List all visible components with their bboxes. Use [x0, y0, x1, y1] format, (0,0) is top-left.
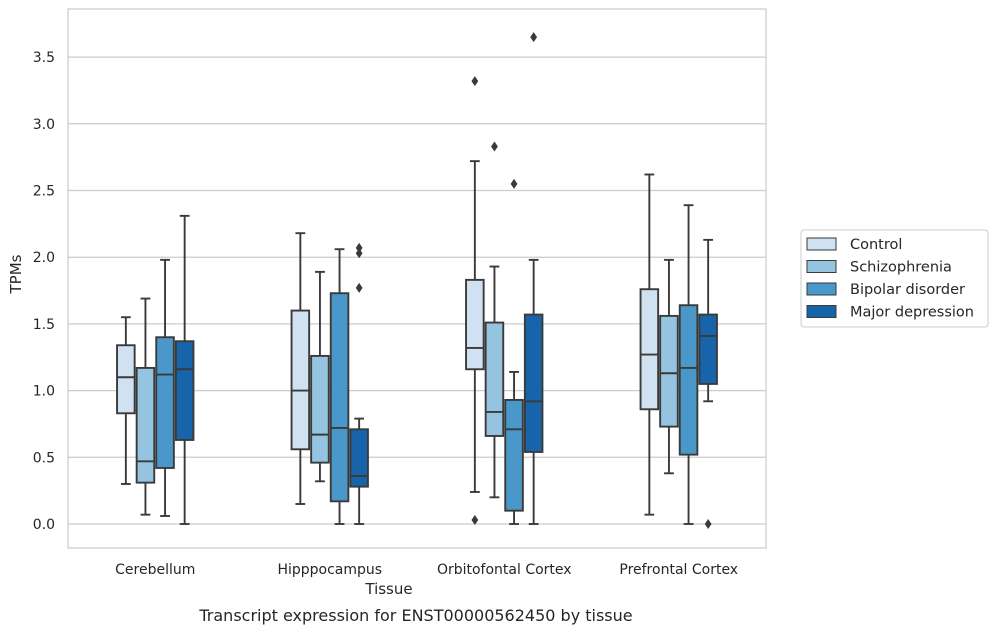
- box-iqr: [504, 398, 524, 512]
- boxes: [116, 32, 718, 529]
- box-iqr: [116, 344, 136, 415]
- outlier-point: [471, 76, 479, 87]
- box-iqr: [698, 313, 718, 385]
- box-3-2: [678, 204, 699, 525]
- legend-label: Bipolar disorder: [850, 282, 965, 298]
- box-0-2: [155, 258, 175, 517]
- chart-caption: Transcript expression for ENST0000056245…: [198, 606, 632, 625]
- y-tick-label: 3.5: [33, 50, 55, 66]
- outlier-point: [471, 514, 479, 525]
- legend-frame: [800, 229, 989, 328]
- box-1-2: [329, 248, 350, 525]
- box-iqr: [484, 321, 505, 437]
- box-iqr: [465, 278, 485, 371]
- y-tick-label: 0.0: [33, 517, 55, 533]
- legend-swatch: [806, 305, 837, 318]
- legend-swatch: [806, 237, 837, 251]
- box-iqr: [290, 309, 311, 451]
- box-iqr: [155, 336, 175, 469]
- box-0-1: [135, 297, 156, 516]
- box-0-0: [116, 316, 136, 485]
- y-tick-label: 3.0: [33, 117, 55, 133]
- box-3-0: [639, 173, 660, 516]
- box-iqr: [135, 366, 156, 484]
- box-3-3: [698, 238, 718, 529]
- x-tick-label: Cerebellum: [115, 562, 195, 578]
- x-tick-labels: Cerebellum Hipppocampus Orbitofontal Corte…: [115, 562, 738, 578]
- y-tick-label: 1.5: [33, 317, 55, 333]
- outlier-point: [355, 248, 363, 259]
- box-3-1: [659, 258, 679, 475]
- legend-label: Control: [850, 237, 902, 253]
- outlier-point: [530, 32, 538, 43]
- legend: Control Schizophrenia Bipolar disorder Majo…: [800, 229, 989, 328]
- box-2-1: [484, 141, 505, 499]
- box-iqr: [523, 313, 544, 453]
- box-iqr: [678, 304, 699, 456]
- y-tick-label: 1.0: [33, 384, 55, 400]
- box-iqr: [639, 288, 660, 411]
- outlier-point: [510, 178, 518, 189]
- y-tick-label: 2.0: [33, 250, 55, 266]
- box-1-1: [310, 270, 330, 483]
- y-tick-label: 0.5: [33, 450, 55, 466]
- legend-swatch: [806, 260, 837, 273]
- y-tick-labels: 0.0 0.5 1.0 1.5 2.0 2.5 3.0 3.5: [33, 50, 55, 533]
- x-axis-label: Tissue: [364, 580, 412, 598]
- box-1-3: [349, 242, 369, 525]
- box-2-0: [465, 76, 485, 525]
- box-iqr: [174, 340, 195, 441]
- x-tick-label: Orbitofontal Cortex: [437, 562, 572, 578]
- plot-frame: [67, 8, 767, 549]
- outlier-point: [491, 141, 498, 152]
- box-0-3: [174, 214, 195, 525]
- legend-label: Major depression: [850, 305, 974, 321]
- outlier-point: [355, 282, 363, 293]
- box-2-3: [523, 32, 544, 525]
- legend-swatch: [806, 282, 837, 296]
- box-iqr: [349, 428, 369, 488]
- outlier-point: [704, 519, 712, 529]
- box-2-2: [504, 178, 524, 525]
- legend-label: Schizophrenia: [850, 260, 952, 276]
- y-tick-label: 2.5: [33, 184, 55, 200]
- box-iqr: [659, 314, 679, 428]
- x-tick-label: Hipppocampus: [277, 562, 382, 578]
- y-axis-label: TPMs: [7, 254, 25, 294]
- x-tick-label: Prefrontal Cortex: [619, 562, 738, 578]
- outlier-point: [355, 242, 363, 253]
- box-iqr: [310, 354, 330, 464]
- box-1-0: [290, 232, 311, 505]
- box-iqr: [329, 292, 350, 503]
